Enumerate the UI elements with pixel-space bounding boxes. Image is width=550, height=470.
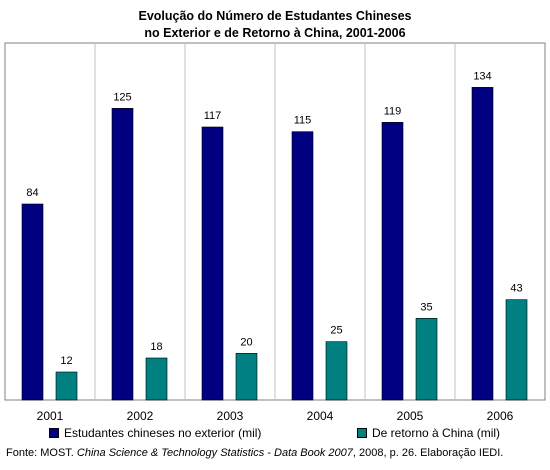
source-prefix: Fonte: MOST. [6, 447, 77, 459]
data-label-series2: 43 [510, 283, 522, 295]
bar-series1 [471, 87, 494, 401]
bar-series2 [505, 299, 528, 401]
x-tick-label: 2003 [217, 409, 244, 423]
legend-item-series1: Estudantes chineses no exterior (mil) [49, 426, 261, 440]
x-tick-label: 2001 [37, 409, 64, 423]
chart-title-line-1: Evolução do Número de Estudantes Chinese… [138, 9, 412, 23]
source-suffix: , 2008, p. 26. Elaboração IEDI. [352, 447, 504, 459]
data-label-series1: 115 [294, 115, 312, 127]
data-label-series1: 119 [384, 105, 402, 117]
x-tick-label: 2005 [397, 409, 424, 423]
data-label-series2: 35 [420, 301, 432, 313]
bar-series1 [111, 108, 134, 401]
source-title: China Science & Technology Statistics - … [76, 447, 353, 459]
data-label-series2: 25 [330, 325, 342, 337]
data-label-series1: 125 [113, 91, 131, 103]
data-label-series1: 84 [26, 187, 38, 199]
bar-series2 [235, 353, 258, 401]
data-label-series2: 20 [240, 336, 252, 348]
bar-series1 [21, 203, 44, 401]
bar-series2 [145, 357, 168, 401]
x-tick-label: 2006 [487, 409, 514, 423]
bar-series2 [55, 371, 78, 401]
bar-series1 [381, 122, 404, 401]
bar-series2 [415, 318, 438, 401]
legend-swatch-series1 [49, 428, 59, 438]
data-label-series1: 134 [473, 70, 491, 82]
data-label-series2: 18 [150, 341, 162, 353]
x-tick-label: 2002 [127, 409, 154, 423]
data-label-series2: 12 [60, 355, 72, 367]
x-tick-label: 2004 [307, 409, 334, 423]
data-label-series1: 117 [204, 110, 222, 122]
source-note: Fonte: MOST. China Science & Technology … [6, 447, 503, 459]
bar-series2 [325, 341, 348, 401]
bar-series1 [291, 131, 314, 401]
legend-item-series2: De retorno à China (mil) [357, 426, 500, 440]
legend-label-series1: Estudantes chineses no exterior (mil) [64, 426, 262, 440]
legend-label-series2: De retorno à China (mil) [372, 426, 501, 440]
chart-title-line-2: no Exterior e de Retorno à China, 2001-2… [144, 26, 406, 40]
bar-series1 [201, 126, 224, 401]
legend-swatch-series2 [357, 428, 367, 438]
